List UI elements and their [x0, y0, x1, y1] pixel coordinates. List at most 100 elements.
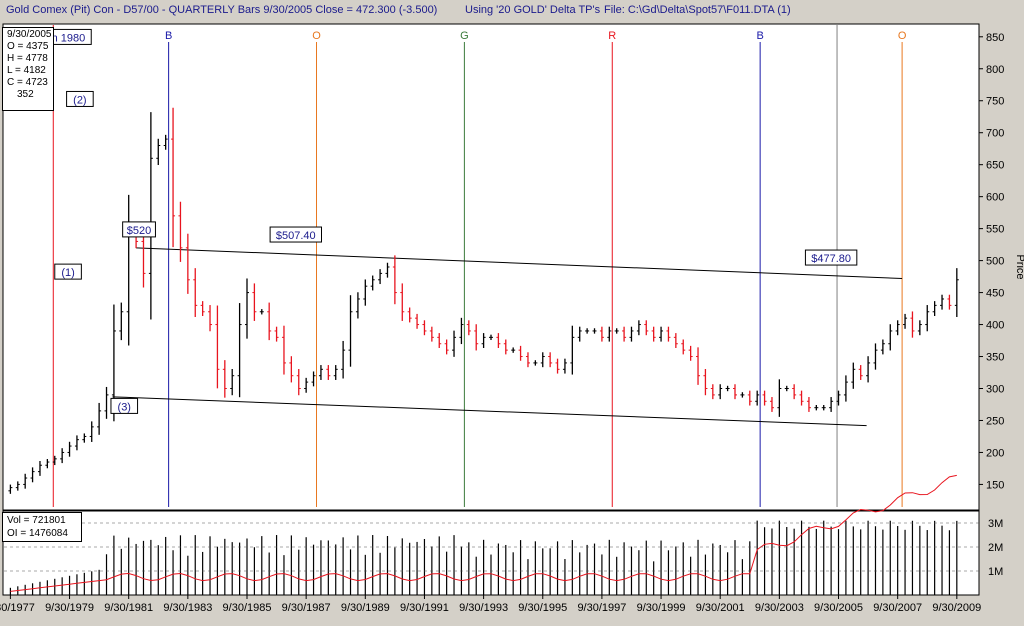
- x-tick-label: 9/30/1999: [637, 602, 686, 614]
- ohlc-bar: [385, 262, 390, 278]
- y-tick-label: 600: [986, 192, 1004, 204]
- x-tick-label: 9/30/1977: [0, 602, 35, 614]
- turning-point-label: R: [608, 30, 616, 42]
- ohlc-bar: [903, 313, 908, 329]
- ohlc-bar: [89, 421, 94, 442]
- x-tick-label: 9/30/1985: [223, 602, 272, 614]
- x-tick-label: 9/30/2009: [932, 602, 981, 614]
- ohlc-bar: [843, 375, 848, 402]
- ohlc-bar: [200, 301, 205, 317]
- volume-readout: Vol = 721801 OI = 1476084: [2, 512, 82, 542]
- ohlc-bar: [858, 365, 863, 380]
- ohlc-bar: [230, 368, 235, 396]
- ohlc-bar: [525, 352, 530, 368]
- ohlc-bar: [777, 379, 782, 417]
- readout-open-interest: OI = 1476084: [7, 528, 68, 539]
- ohlc-bar: [585, 328, 590, 334]
- ohlc-bar: [806, 397, 811, 412]
- ohlc-bar: [718, 384, 723, 400]
- ohlc-bar: [644, 320, 649, 336]
- ohlc-bar: [237, 303, 242, 398]
- ohlc-bar: [296, 368, 301, 396]
- readout-close: C = 4723: [7, 77, 48, 88]
- ohlc-bar: [341, 340, 346, 379]
- x-tick-label: 9/30/1989: [341, 602, 390, 614]
- ohlc-bar: [281, 325, 286, 375]
- ohlc-bar: [651, 326, 656, 342]
- ohlc-bar: [245, 278, 249, 339]
- ohlc-bar: [363, 279, 368, 306]
- system-title: Using '20 GOLD' Delta TP's: [465, 4, 601, 16]
- annotation-box: [122, 221, 156, 238]
- x-tick-label: 9/30/1991: [400, 602, 449, 614]
- ohlc-bar: [533, 360, 538, 366]
- readout-low: L = 4182: [7, 65, 46, 76]
- annotation-box: [54, 263, 82, 280]
- ohlc-bar: [755, 390, 760, 406]
- volume-bars: [9, 474, 958, 595]
- ohlc-bar: [415, 313, 420, 329]
- ohlc-bar: [45, 459, 50, 469]
- annotation-label: $520: [127, 225, 151, 237]
- ohlc-bar: [74, 435, 79, 451]
- ohlc-bar: [444, 339, 449, 355]
- ohlc-bar: [37, 460, 42, 476]
- ohlc-bar: [208, 305, 213, 332]
- y-tick-label: 750: [986, 96, 1004, 108]
- ohlc-bar: [666, 326, 671, 342]
- x-tick-label: 9/30/2007: [873, 602, 922, 614]
- x-tick-label: 9/30/1979: [45, 602, 94, 614]
- ohlc-bar: [8, 484, 13, 494]
- y-tick-label: 150: [986, 479, 1004, 491]
- readout-volume: Vol = 721801: [7, 515, 66, 526]
- annotation-box: [269, 226, 323, 243]
- ohlc-bar: [836, 390, 841, 406]
- annotation-label: (1): [61, 267, 74, 279]
- y-tick-label: 700: [986, 128, 1004, 140]
- ohlc-bar: [215, 305, 220, 389]
- ohlc-bar: [710, 384, 715, 400]
- ohlc-bar: [888, 324, 893, 351]
- ohlc-bar: [193, 268, 198, 318]
- ohlc-bar: [688, 345, 693, 361]
- y-tick-label: 400: [986, 320, 1004, 332]
- turning-point-label: G: [460, 30, 469, 42]
- open-interest-line: [10, 474, 957, 592]
- ohlc-bar: [762, 390, 767, 406]
- y-axis-label: Price: [1014, 254, 1024, 279]
- ohlc-bar: [119, 302, 124, 341]
- ohlc-bar: [947, 294, 952, 310]
- ohlc-bar: [740, 392, 745, 398]
- ohlc-bar: [348, 295, 353, 367]
- ohlc-bar: [459, 317, 464, 345]
- ohlc-bar: [511, 347, 516, 353]
- ohlc-bar: [681, 339, 686, 355]
- ohlc-bar: [378, 269, 383, 285]
- y-tick-label: 450: [986, 288, 1004, 300]
- x-tick-label: 9/30/2001: [696, 602, 745, 614]
- ohlc-bar: [636, 320, 641, 336]
- ohlc-bar: [629, 326, 634, 342]
- ohlc-bar: [178, 201, 183, 262]
- ohlc-bar: [259, 309, 264, 315]
- ohlc-bar: [821, 404, 826, 411]
- ohlc-bar: [97, 402, 102, 435]
- ohlc-bar: [370, 275, 375, 291]
- ohlc-bar: [725, 385, 730, 392]
- ohlc-bar: [185, 233, 190, 294]
- ohlc-bar: [614, 328, 619, 334]
- ohlc-bar: [866, 356, 871, 383]
- ohlc-bar: [52, 455, 57, 466]
- ohlc-bar: [747, 390, 752, 406]
- turning-point-label: O: [898, 30, 907, 42]
- ohlc-bar: [481, 333, 486, 348]
- x-tick-label: 9/30/2003: [755, 602, 804, 614]
- ohlc-bar: [592, 328, 597, 334]
- x-tick-label: 9/30/1995: [518, 602, 567, 614]
- ohlc-bar: [392, 255, 397, 305]
- ohlc-bar: [518, 345, 523, 361]
- x-tick-label: 9/30/1987: [282, 602, 331, 614]
- y-tick-label: 300: [986, 384, 1004, 396]
- ohlc-bar: [703, 368, 708, 396]
- ohlc-bar: [289, 356, 294, 383]
